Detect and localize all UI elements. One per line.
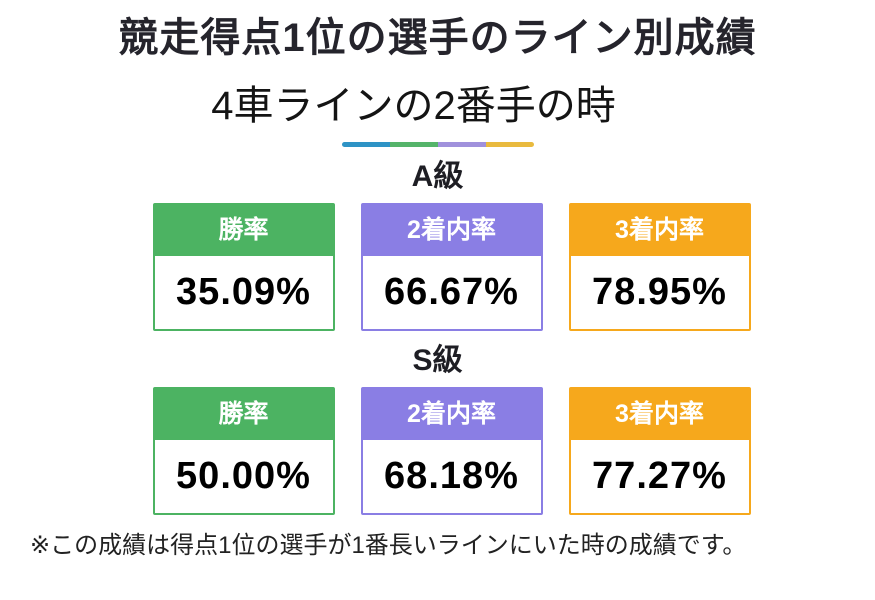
stat-card-value: 78.95% [592, 271, 727, 313]
divider-segment-yellow [485, 142, 534, 147]
stat-card-s-win-rate: 勝率 50.00% [152, 387, 335, 515]
stat-card-value: 77.27% [592, 455, 727, 497]
stat-card-header: 3着内率 [570, 389, 749, 440]
divider-segment-purple [437, 142, 486, 147]
section-s-class: S級 勝率 50.00% 2着内率 68.18% 3着内率 77.27% [0, 341, 875, 515]
stat-card-header: 3着内率 [570, 205, 749, 256]
stat-card-a-win-rate: 勝率 35.09% [152, 203, 335, 331]
stat-card-value: 50.00% [176, 455, 311, 497]
divider-segment-green [389, 142, 438, 147]
stat-card-header: 2着内率 [362, 205, 541, 256]
stat-card-a-top3-rate: 3着内率 78.95% [568, 203, 751, 331]
divider-segment-blue [341, 142, 390, 147]
section-s-cards-row: 勝率 50.00% 2着内率 68.18% 3着内率 77.27% [14, 387, 875, 515]
section-s-label: S級 [412, 344, 463, 377]
stat-card-header: 勝率 [154, 205, 333, 256]
stat-card-s-top2-rate: 2着内率 68.18% [360, 387, 543, 515]
stat-card-header: 2着内率 [362, 389, 541, 440]
section-a-class: A級 勝率 35.09% 2着内率 66.67% 3着内率 78.95% [0, 157, 875, 331]
footnote: ※この成績は得点1位の選手が1番長いラインにいた時の成績です。 [30, 532, 747, 559]
stat-card-value: 35.09% [176, 271, 311, 313]
stat-card-value: 66.67% [384, 271, 519, 313]
page-title: 競走得点1位の選手のライン別成績 [118, 16, 757, 60]
stat-card-header: 勝率 [154, 389, 333, 440]
section-a-cards-row: 勝率 35.09% 2着内率 66.67% 3着内率 78.95% [14, 203, 875, 331]
stat-card-value: 68.18% [384, 455, 519, 497]
section-a-label: A級 [411, 160, 464, 193]
page-subtitle: 4車ラインの2番手の時 [211, 84, 616, 128]
stat-card-a-top2-rate: 2着内率 66.67% [360, 203, 543, 331]
stat-card-s-top3-rate: 3着内率 77.27% [568, 387, 751, 515]
divider-bar [341, 142, 534, 147]
